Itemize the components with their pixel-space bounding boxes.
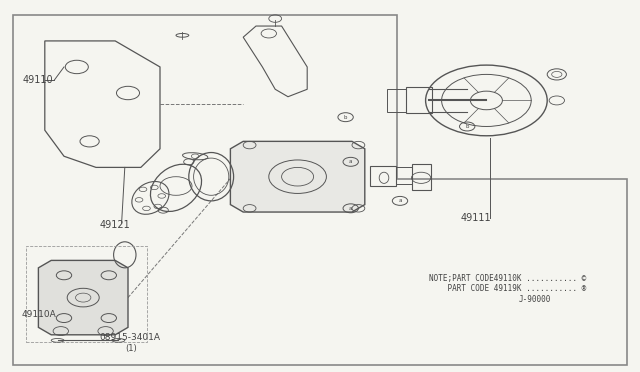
Bar [26,246,147,342]
Text: PART CODE 49119K ........... ®: PART CODE 49119K ........... ® [429,284,586,293]
Bar [370,166,396,186]
Bar [412,164,431,190]
Text: a: a [398,198,402,203]
Text: 49121: 49121 [99,220,130,230]
Text: 08915-3401A: 08915-3401A [99,333,160,342]
Text: a: a [349,206,353,211]
Text: 49110: 49110 [22,75,53,85]
Polygon shape [38,260,128,335]
Text: 49111: 49111 [461,213,492,222]
Text: J-90000: J-90000 [518,295,551,304]
Bar [406,87,432,113]
Polygon shape [230,141,365,212]
Text: NOTE;PART CODE49110K ........... ©: NOTE;PART CODE49110K ........... © [429,275,586,283]
Text: a: a [349,159,353,164]
Text: b: b [465,124,469,129]
Text: (1): (1) [125,344,136,353]
Bar [396,167,412,184]
Text: b: b [344,115,348,120]
Bar [387,89,406,112]
Text: 49110A: 49110A [21,310,56,319]
